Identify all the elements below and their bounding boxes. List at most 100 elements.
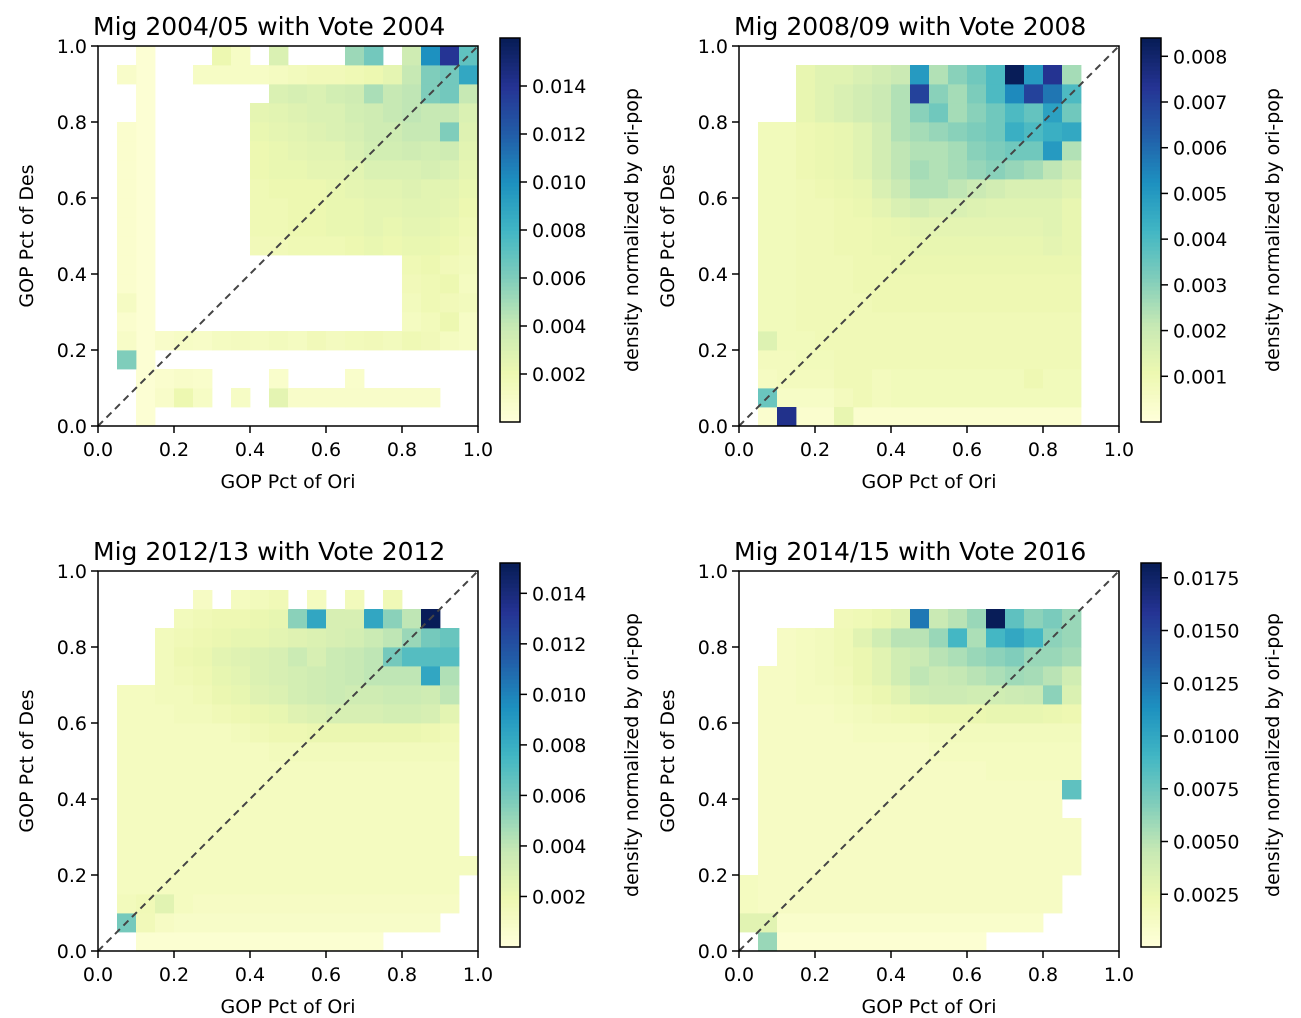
colorbar-frame	[499, 562, 521, 948]
colorbar-segment	[500, 671, 520, 676]
heatmap-cell	[872, 609, 892, 629]
heatmap-cell	[1043, 742, 1063, 762]
x-tick-label: 0.6	[311, 439, 341, 461]
colorbar-segment	[500, 306, 520, 311]
heatmap-cell	[1043, 609, 1063, 629]
heatmap-cell	[815, 217, 835, 237]
heatmap-cell	[1024, 704, 1044, 724]
heatmap-cell	[796, 932, 816, 952]
heatmap-cell	[834, 179, 854, 199]
heatmap-cell	[853, 407, 873, 427]
heatmap-cell	[815, 723, 835, 743]
colorbar-segment	[500, 74, 520, 79]
colorbar-segment	[1141, 867, 1161, 872]
heatmap-cell	[929, 761, 949, 781]
heatmap-cell	[307, 913, 327, 933]
heatmap-cell	[815, 274, 835, 294]
colorbar-segment	[1141, 218, 1161, 223]
colorbar-segment	[500, 767, 520, 772]
heatmap-cell	[1043, 84, 1063, 104]
heatmap-cell	[136, 65, 156, 85]
heatmap-cell	[853, 894, 873, 914]
colorbar-label: density normalized by ori-pop	[1262, 613, 1284, 897]
heatmap-cell	[421, 217, 441, 237]
heatmap-cell	[777, 388, 797, 408]
colorbar-segment	[500, 394, 520, 399]
heatmap-cell	[1024, 141, 1044, 161]
heatmap-cell	[834, 704, 854, 724]
colorbar-segment	[500, 771, 520, 776]
heatmap-cell	[250, 198, 270, 218]
heatmap-cell	[155, 723, 175, 743]
axes-frame	[738, 45, 1120, 427]
heatmap-cell	[1062, 407, 1082, 427]
heatmap-cell	[193, 913, 213, 933]
heatmap-cell	[1005, 103, 1025, 123]
heatmap-cell	[796, 856, 816, 876]
heatmap-cell	[891, 837, 911, 857]
heatmap-cell	[910, 198, 930, 218]
heatmap-cell	[269, 704, 289, 724]
colorbar-segment	[500, 931, 520, 936]
heatmap-cell	[758, 350, 778, 370]
colorbar-segment	[1141, 234, 1161, 239]
heatmap-cell	[421, 274, 441, 294]
heatmap-cell	[834, 369, 854, 389]
colorbar-segment	[1141, 278, 1161, 283]
heatmap-cell	[891, 818, 911, 838]
heatmap-cell	[910, 84, 930, 104]
heatmap-cell	[269, 780, 289, 800]
heatmap-cell	[1005, 761, 1025, 781]
heatmap-cell	[853, 932, 873, 952]
colorbar-segment	[1141, 418, 1161, 423]
colorbar-segment	[500, 258, 520, 263]
x-tick-label: 0.4	[235, 439, 265, 461]
chart-title: Mig 2008/09 with Vote 2008	[734, 12, 1086, 41]
heatmap-cell	[402, 198, 422, 218]
heatmap-cell	[117, 179, 137, 199]
heatmap-cell	[231, 609, 251, 629]
heatmap-cell	[155, 666, 175, 686]
heatmap-cell	[383, 590, 403, 610]
heatmap-cell	[117, 65, 137, 85]
colorbar-segment	[1141, 274, 1161, 279]
heatmap-cell	[796, 331, 816, 351]
heatmap-cell	[910, 160, 930, 180]
panel-mig-2004-05: 0.0 0.2 0.4 0.6 0.8 1.00.00.20.40.60.81.0Mig …	[16, 12, 643, 493]
heatmap-cell	[967, 628, 987, 648]
colorbar-segment	[1141, 671, 1161, 676]
colorbar-segment	[1141, 583, 1161, 588]
heatmap-cell	[967, 894, 987, 914]
heatmap-cell	[364, 780, 384, 800]
heatmap-cell	[891, 312, 911, 332]
colorbar-segment	[1141, 863, 1161, 868]
colorbar-segment	[1141, 807, 1161, 812]
heatmap-cell	[758, 293, 778, 313]
heatmap-cell	[231, 65, 251, 85]
heatmap-cell	[155, 837, 175, 857]
heatmap-cell	[459, 274, 479, 294]
heatmap-cell	[891, 894, 911, 914]
heatmap-cell	[269, 666, 289, 686]
heatmap-cell	[440, 761, 460, 781]
heatmap-cell	[307, 894, 327, 914]
heatmap-cell	[948, 837, 968, 857]
heatmap-cell	[815, 628, 835, 648]
colorbar-segment	[500, 314, 520, 319]
heatmap-cell	[269, 84, 289, 104]
heatmap-cell	[402, 236, 422, 256]
heatmap-cell	[402, 331, 422, 351]
heatmap-cell	[834, 799, 854, 819]
heatmap-cell	[910, 875, 930, 895]
heatmap-cell	[777, 913, 797, 933]
heatmap-cell	[1024, 894, 1044, 914]
heatmap-cell	[967, 369, 987, 389]
heatmap-cell	[1043, 350, 1063, 370]
x-tick-label: 0.2	[800, 964, 830, 986]
heatmap-cell	[815, 179, 835, 199]
colorbar-segment	[1141, 623, 1161, 628]
heatmap-cell	[1005, 65, 1025, 85]
heatmap-cell	[1043, 799, 1063, 819]
heatmap-cell	[402, 312, 422, 332]
heatmap-cell	[967, 122, 987, 142]
